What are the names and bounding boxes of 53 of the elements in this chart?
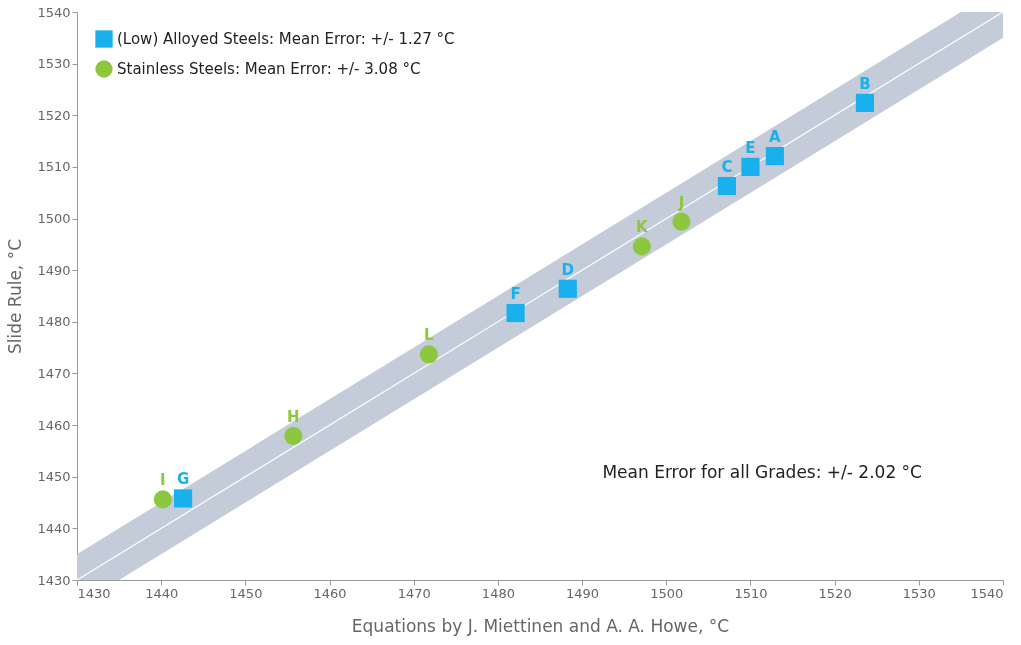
y-tick-label: 1490 [37,262,71,278]
legend-label: Stainless Steels: Mean Error: +/- 3.08 °C [117,60,421,78]
point [855,93,875,112]
x-tick-label: 1490 [566,585,600,601]
x-tick-label: 1430 [77,585,111,601]
annotation: G [176,470,190,489]
point [717,176,736,196]
y-tick-label: 1480 [37,314,71,330]
point [419,345,438,364]
x-axis-title: Equations by J. Miettinen and A. A. Howe, °C [351,615,730,636]
y-tick-label: 1510 [37,159,71,175]
y-tick-label: 1470 [37,365,71,381]
annotation: C [721,158,733,177]
annotation: I [160,471,166,490]
annotation: E [745,138,756,157]
annotation: H [287,407,300,426]
point [632,237,651,256]
x-tick-label: 1450 [229,585,263,601]
y-axis-title: Slide Rule, °C [5,238,26,355]
x-tick-label: 1530 [902,585,936,601]
legend-label: (Low) Alloyed Steels: Mean Error: +/- 1.27 °C [117,30,455,48]
point [173,489,193,508]
x-tick-label: 1520 [818,585,852,601]
y-tick-label: 1500 [37,211,71,227]
y-tick-label: 1540 [37,4,71,20]
x-tick-label: 1480 [481,585,515,601]
annotation: K [636,218,650,237]
x-tick-label: 1500 [650,585,684,601]
x-tick-label: 1460 [313,585,347,601]
y-tick-label: 1460 [37,417,71,433]
x-tick-label: 1470 [397,585,431,601]
annotation: D [561,260,575,279]
point [506,303,525,323]
y-tick-label: 1520 [37,107,71,123]
annotation: J [677,193,685,212]
annotation: L [424,326,435,345]
point [153,490,172,509]
annotation: B [859,74,871,93]
y-tick-label: 1430 [37,572,71,588]
x-tick-label: 1510 [734,585,768,601]
point [765,146,784,166]
point [558,279,577,298]
point [284,426,303,445]
y-tick-label: 1440 [37,520,71,536]
annotation: Mean Error for all Grades: +/- 2.02 °C [602,462,922,482]
point [741,157,760,176]
point [672,212,691,231]
x-tick-label: 1540 [970,585,1004,601]
y-tick-label: 1530 [37,56,71,72]
x-tick-label: 1440 [145,585,179,601]
annotation: A [769,128,782,147]
y-tick-label: 1450 [37,469,71,485]
annotation: F [510,285,521,304]
